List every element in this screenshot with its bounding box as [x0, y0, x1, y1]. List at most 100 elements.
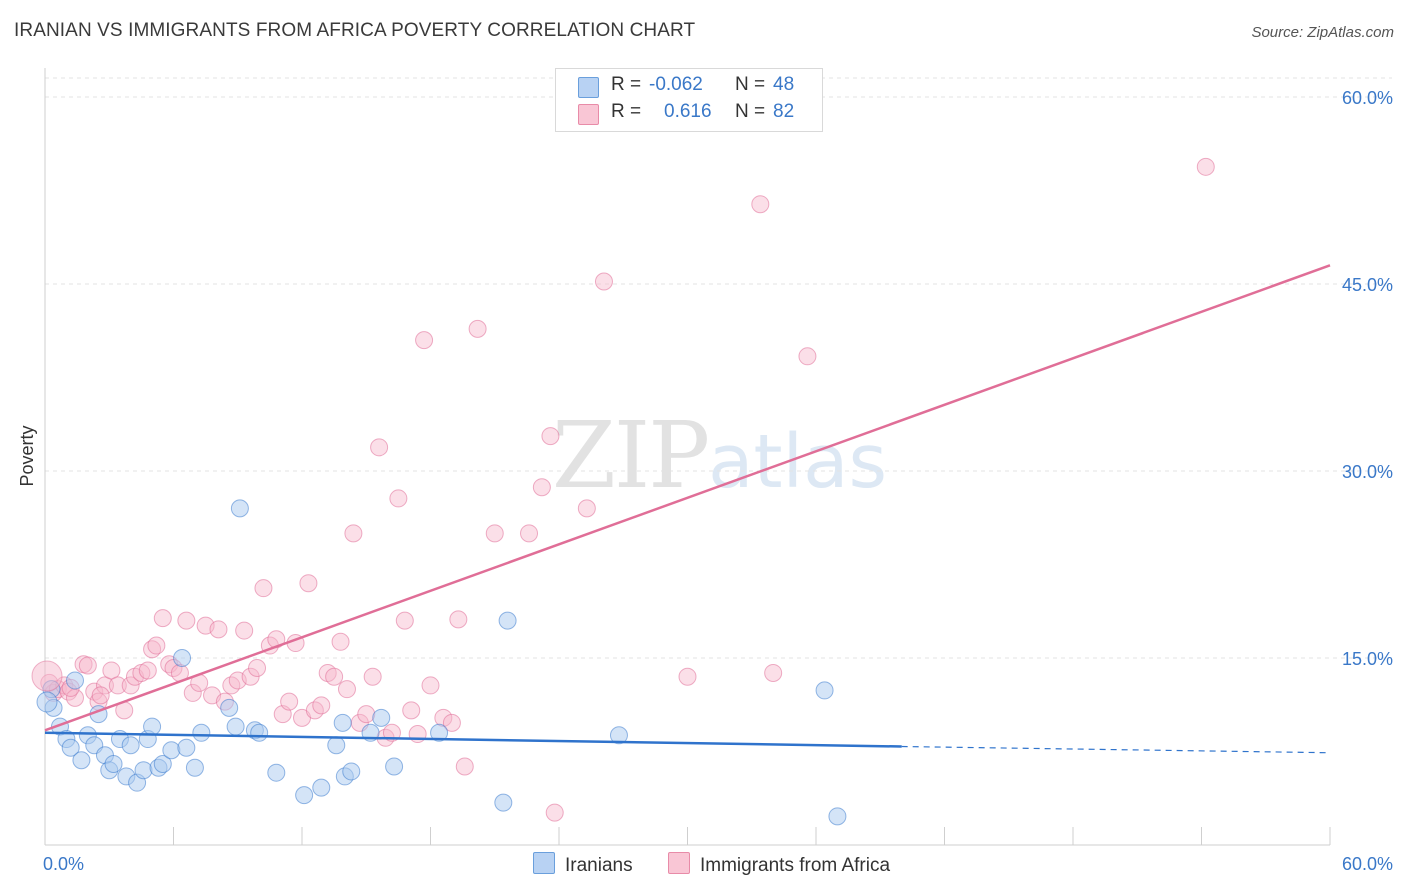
- data-point-iranians: [134, 761, 153, 780]
- data-point-africa: [402, 701, 421, 720]
- data-point-africa: [344, 524, 363, 543]
- legend-r-value: -0.062: [649, 74, 703, 95]
- data-point-africa: [541, 427, 560, 446]
- data-point-africa: [370, 438, 389, 457]
- data-point-africa: [764, 663, 783, 682]
- data-point-iranians: [494, 793, 513, 812]
- data-point-africa: [312, 696, 331, 715]
- data-point-africa: [751, 195, 770, 214]
- data-point-iranians: [342, 762, 361, 781]
- legend-r-label: R =: [611, 101, 642, 122]
- data-point-iranians: [295, 786, 314, 805]
- legend-n-value: 82: [773, 101, 795, 122]
- data-point-africa: [520, 524, 539, 543]
- data-point-africa: [1196, 157, 1215, 176]
- data-point-iranians: [230, 499, 249, 518]
- data-point-africa: [183, 683, 202, 702]
- data-point-iranians: [162, 741, 181, 760]
- legend-r-value: 0.616: [664, 101, 712, 122]
- data-point-africa: [248, 658, 267, 677]
- data-point-iranians: [220, 698, 239, 717]
- y-tick-label: 60.0%: [1342, 88, 1393, 108]
- watermark: ZIPatlas: [552, 402, 887, 509]
- legend-swatch-africa: [578, 104, 599, 125]
- data-point-africa: [153, 609, 172, 628]
- legend-n-value: 48: [773, 74, 795, 95]
- data-point-africa: [678, 667, 697, 686]
- data-point-iranians: [250, 723, 269, 742]
- x-tick-label: 60.0%: [1342, 854, 1393, 874]
- data-point-iranians: [828, 807, 847, 826]
- data-point-iranians: [609, 726, 628, 745]
- data-point-africa: [389, 489, 408, 508]
- trendline-iranians-extension: [901, 745, 1331, 754]
- data-point-africa: [545, 803, 564, 822]
- data-point-africa: [299, 574, 318, 593]
- chart-source: Source: ZipAtlas.com: [1251, 24, 1394, 41]
- bottom-legend-label: Iranians: [565, 855, 633, 876]
- data-point-africa: [235, 621, 254, 640]
- data-point-africa: [532, 478, 551, 497]
- data-point-iranians: [61, 738, 80, 757]
- data-point-iranians: [385, 757, 404, 776]
- data-point-iranians: [498, 611, 517, 630]
- data-point-africa: [442, 713, 461, 732]
- data-point-iranians: [267, 763, 286, 782]
- y-tick-label: 30.0%: [1342, 462, 1393, 482]
- legend-n-label: N =: [735, 101, 766, 122]
- bottom-legend-label: Immigrants from Africa: [700, 855, 891, 876]
- data-point-iranians: [312, 778, 331, 797]
- data-point-iranians: [372, 708, 391, 727]
- data-point-africa: [455, 757, 474, 776]
- watermark-zip: ZIP: [552, 402, 710, 509]
- data-point-iranians: [143, 717, 162, 736]
- data-point-iranians: [815, 681, 834, 700]
- data-point-africa: [147, 636, 166, 655]
- data-point-africa: [108, 676, 127, 695]
- bottom-legend-africa: Immigrants from Africa: [668, 852, 890, 877]
- data-point-africa: [449, 610, 468, 629]
- correlation-legend: R = -0.062 N = 48 R = 0.616 N = 82: [555, 68, 823, 132]
- data-point-africa: [331, 632, 350, 651]
- bottom-legend-iranians: Iranians: [533, 852, 633, 877]
- data-point-iranians: [226, 717, 245, 736]
- data-point-africa: [209, 620, 228, 639]
- data-point-iranians: [173, 649, 192, 667]
- data-point-africa: [138, 661, 157, 680]
- data-point-africa: [798, 347, 817, 366]
- data-point-iranians: [177, 738, 196, 757]
- data-point-africa: [421, 676, 440, 695]
- data-point-iranians: [185, 758, 204, 777]
- data-point-africa: [468, 319, 487, 338]
- data-point-iranians: [121, 736, 140, 755]
- data-point-africa: [91, 686, 110, 705]
- data-point-africa: [357, 705, 376, 724]
- data-point-iranians: [327, 736, 346, 755]
- data-point-africa: [78, 656, 97, 675]
- data-point-iranians: [192, 723, 211, 742]
- data-point-africa: [415, 331, 434, 350]
- data-point-africa: [121, 676, 140, 695]
- data-point-africa: [577, 499, 596, 518]
- legend-n-label: N =: [735, 74, 766, 95]
- data-point-africa: [280, 692, 299, 711]
- data-point-iranians: [153, 754, 172, 773]
- trendline-iranians: [44, 731, 902, 748]
- y-tick-label: 15.0%: [1342, 649, 1393, 669]
- data-point-iranians: [333, 713, 352, 732]
- data-point-africa: [395, 611, 414, 630]
- y-tick-label: 45.0%: [1342, 275, 1393, 295]
- data-point-africa: [325, 667, 344, 686]
- data-point-africa: [102, 661, 121, 680]
- data-point-africa: [254, 579, 273, 598]
- data-point-africa: [363, 667, 382, 686]
- legend-r-label: R =: [611, 74, 642, 95]
- data-point-iranians: [65, 671, 84, 690]
- legend-swatch-iranians: [578, 77, 599, 98]
- data-point-iranians: [72, 751, 91, 770]
- data-point-africa: [594, 272, 613, 291]
- data-point-africa: [177, 611, 196, 630]
- data-point-africa: [337, 680, 356, 699]
- bottom-legend-swatch-africa: [668, 852, 690, 874]
